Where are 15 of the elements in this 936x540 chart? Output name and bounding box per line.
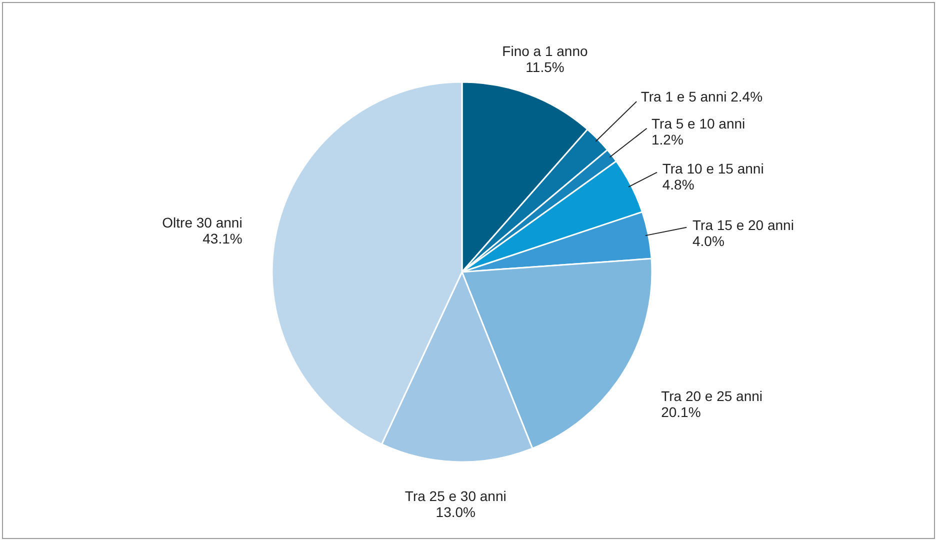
slice-label: Tra 15 e 20 anni	[692, 217, 794, 234]
slice-label: Tra 5 e 10 anni	[652, 116, 746, 132]
data-label: 13.0%	[436, 504, 476, 520]
data-label: 11.5%	[526, 59, 564, 76]
data-label: 43.1%	[202, 230, 242, 246]
data-label: 20.1%	[661, 404, 701, 420]
slice-label: Tra 1 e 5 anni 2.4%	[640, 88, 763, 104]
data-label: 1.2%	[652, 132, 684, 148]
slice-label: Fino a 1 anno	[502, 43, 588, 60]
slice-label: Tra 20 e 25 anni	[661, 388, 763, 404]
slice-label: Tra 25 e 30 anni	[404, 488, 506, 504]
slice-label: Oltre 30 anni	[162, 214, 242, 230]
data-label: 4.8%	[662, 176, 694, 193]
slice-label: Tra 10 e 15 anni	[662, 160, 764, 177]
data-label: 4.0%	[692, 233, 724, 250]
